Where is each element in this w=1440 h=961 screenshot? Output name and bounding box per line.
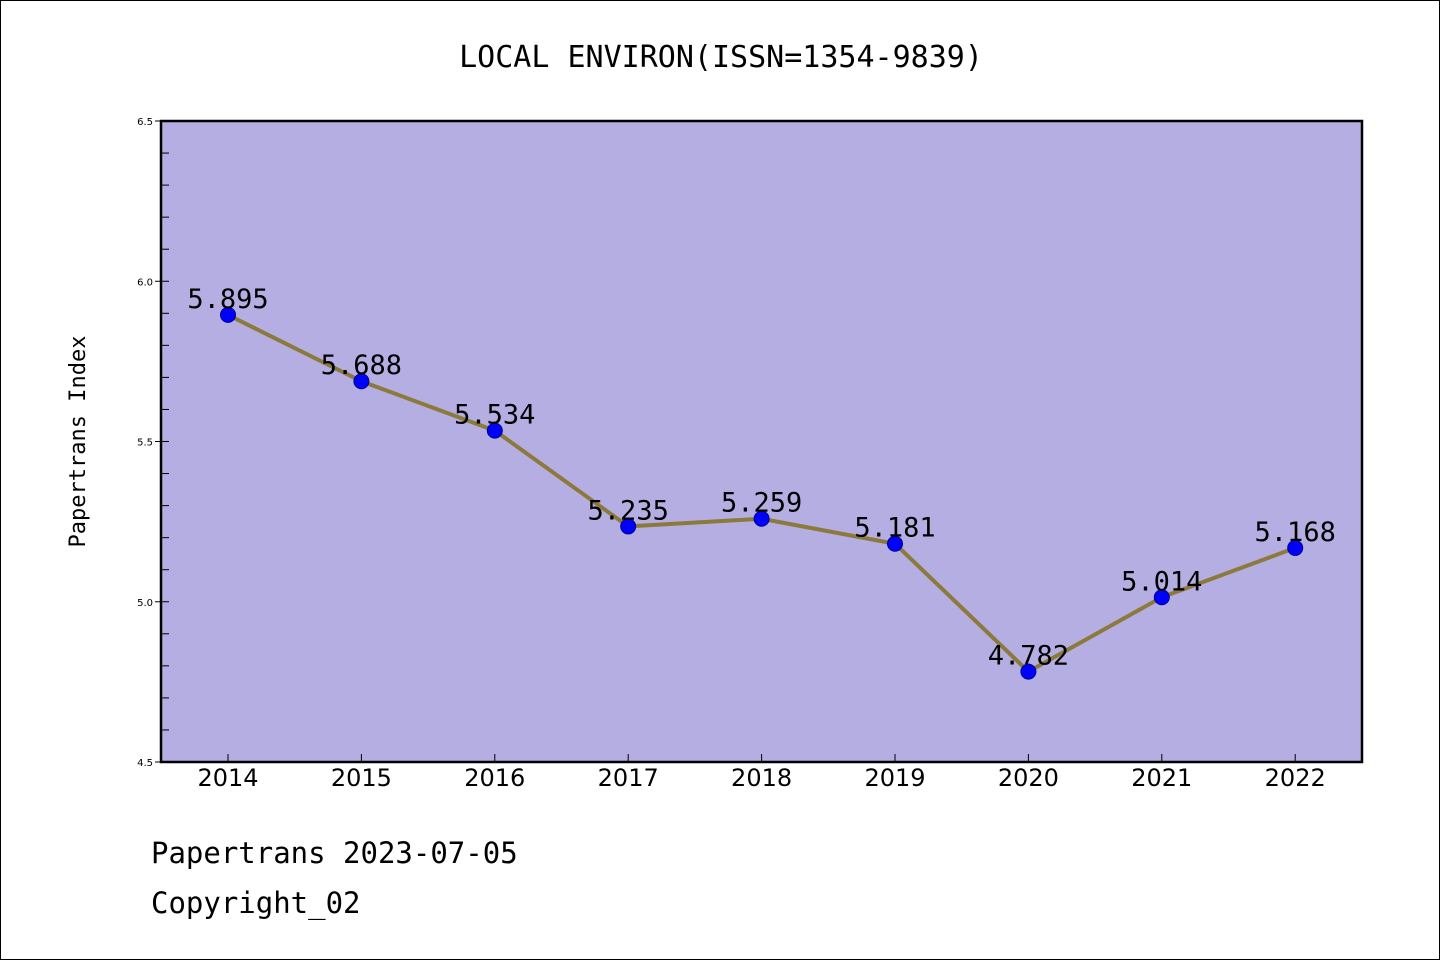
data-label: 5.688: [321, 350, 402, 381]
data-label: 5.181: [854, 513, 935, 544]
x-tick-label: 2022: [1265, 764, 1326, 792]
x-tick-label: 2018: [731, 764, 792, 792]
data-point: [753, 510, 770, 527]
data-label: 5.895: [187, 284, 268, 315]
x-tick-label: 2014: [197, 764, 258, 792]
plot-frame: [159, 119, 1364, 764]
data-label: 5.168: [1255, 517, 1336, 548]
data-point: [353, 373, 370, 390]
footer-copyright: Copyright_02: [151, 886, 361, 920]
x-tick-label: 2015: [331, 764, 392, 792]
x-tick-label: 2019: [864, 764, 925, 792]
x-tick-label: 2020: [998, 764, 1059, 792]
y-tick-label: 6.5: [137, 117, 153, 128]
data-label: 5.259: [721, 488, 802, 519]
y-axis-label: Papertrans Index: [66, 336, 91, 548]
data-label: 4.782: [988, 641, 1069, 672]
data-label: 5.014: [1121, 566, 1202, 597]
data-point: [486, 422, 503, 439]
chart-title: LOCAL ENVIRON(ISSN=1354-9839): [459, 40, 983, 75]
plot-background: [161, 121, 1362, 762]
y-tick-label: 4.5: [137, 758, 153, 769]
x-tick-label: 2016: [464, 764, 525, 792]
data-label: 5.235: [588, 495, 669, 526]
y-tick-label: 5.5: [137, 438, 153, 449]
footer-source: Papertrans 2023-07-05: [151, 836, 518, 870]
x-tick-label: 2021: [1131, 764, 1192, 792]
data-label: 5.534: [454, 400, 535, 431]
data-point: [1020, 663, 1037, 680]
y-tick-label: 5.0: [137, 598, 153, 609]
y-tick-label: 6.0: [137, 277, 153, 288]
data-point: [220, 306, 236, 323]
data-point: [1153, 589, 1170, 606]
x-tick-label: 2017: [598, 764, 659, 792]
data-point: [620, 518, 637, 535]
data-point: [887, 535, 903, 552]
data-point: [1287, 539, 1304, 556]
